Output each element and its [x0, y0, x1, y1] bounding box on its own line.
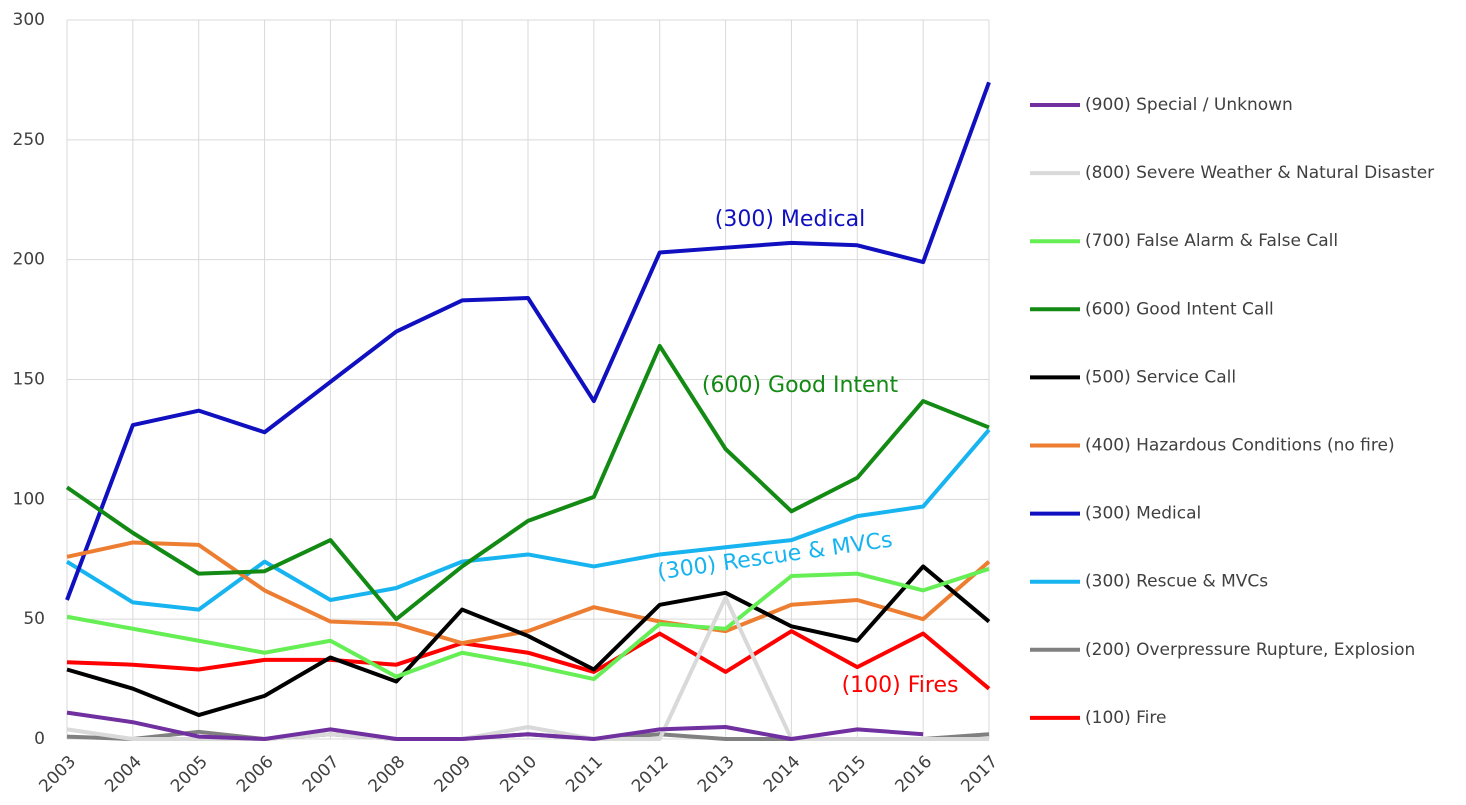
series-line — [66, 564, 991, 718]
y-tick-label: 200 — [13, 250, 45, 270]
legend-label: (300) Medical — [1085, 504, 1201, 524]
y-tick-label: 300 — [13, 10, 45, 30]
series-line — [65, 81, 991, 601]
annotation: (100) Fires — [842, 673, 959, 698]
x-tick-label: 2010 — [496, 752, 541, 797]
x-tick-label: 2008 — [365, 752, 410, 797]
series-line — [66, 710, 924, 741]
x-tick-label: 2013 — [694, 752, 739, 797]
legend-label: (900) Special / Unknown — [1085, 95, 1293, 115]
x-tick-label: 2012 — [628, 752, 673, 797]
annotation: (600) Good Intent — [702, 373, 899, 398]
x-tick-label: 2017 — [957, 752, 1002, 797]
x-tick-label: 2006 — [233, 752, 278, 797]
y-tick-label: 150 — [13, 370, 45, 390]
x-tick-label: 2016 — [891, 752, 936, 797]
x-tick-label: 2009 — [430, 752, 475, 797]
y-tick-label: 250 — [13, 130, 45, 150]
annotation: (300) Medical — [715, 207, 865, 232]
x-tick-label: 2015 — [826, 752, 871, 797]
annotation: (300) Rescue & MVCs — [656, 528, 894, 586]
y-tick-label: 50 — [23, 609, 45, 629]
x-tick-label: 2003 — [35, 752, 80, 797]
legend-label: (800) Severe Weather & Natural Disaster — [1085, 163, 1434, 183]
y-tick-label: 100 — [13, 489, 45, 509]
y-tick-label: 0 — [34, 729, 45, 749]
x-tick-label: 2004 — [101, 752, 146, 797]
legend-label: (600) Good Intent Call — [1085, 299, 1274, 319]
series-line — [66, 540, 991, 646]
x-tick-label: 2014 — [760, 752, 805, 797]
series-line — [66, 566, 990, 682]
series-line — [66, 629, 991, 691]
legend-label: (100) Fire — [1085, 708, 1166, 728]
legend-label: (700) False Alarm & False Call — [1085, 231, 1338, 251]
series-line — [65, 428, 991, 612]
legend-label: (400) Hazardous Conditions (no fire) — [1085, 436, 1395, 456]
legend-label: (300) Rescue & MVCs — [1085, 572, 1268, 592]
legend-label: (200) Overpressure Rupture, Explosion — [1085, 640, 1415, 660]
x-tick-label: 2005 — [167, 752, 212, 797]
x-tick-label: 2007 — [299, 752, 344, 797]
series-line — [65, 343, 990, 622]
x-tick-label: 2011 — [562, 752, 607, 797]
legend-label: (500) Service Call — [1085, 367, 1236, 387]
